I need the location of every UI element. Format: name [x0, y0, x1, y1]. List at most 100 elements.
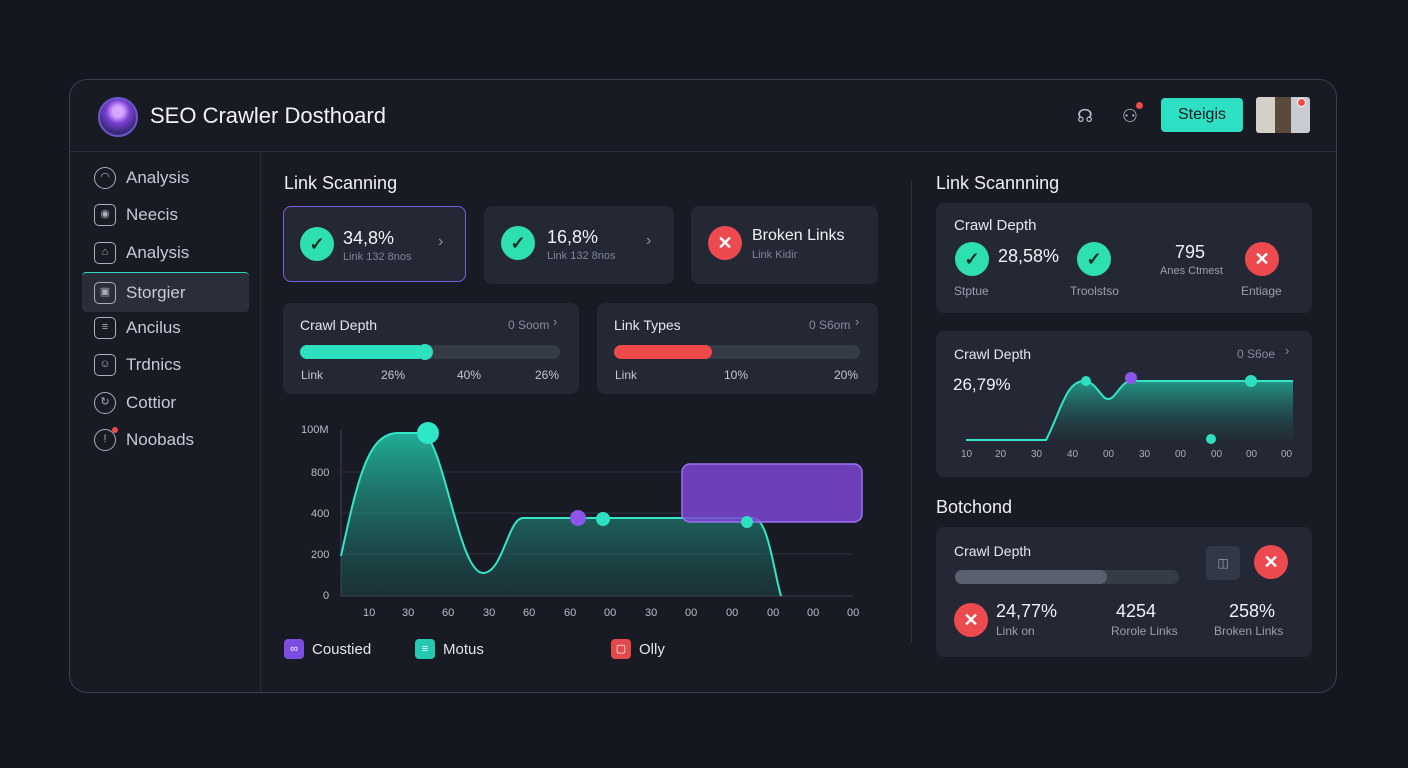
page-title: SEO Crawler Dosthoard: [150, 103, 386, 128]
depth-line: [966, 379, 1293, 441]
storage-icon: ▣: [94, 281, 116, 304]
settings-button[interactable]: Steigis: [1161, 98, 1243, 132]
legend-item-olly[interactable]: ▢ Olly: [611, 639, 665, 659]
section-title-link-scanning: Link Scanning: [284, 173, 398, 193]
data-point[interactable]: [570, 510, 586, 526]
data-point[interactable]: [1081, 376, 1091, 386]
alert-icon: !: [94, 427, 118, 451]
depth-value: 26,79%: [953, 375, 1011, 394]
stop-icon: ▢: [611, 639, 631, 659]
summary-label: Stptue: [954, 284, 989, 298]
data-point[interactable]: [1125, 372, 1137, 384]
stat-sub: Link 132 8nos: [547, 250, 616, 262]
data-point[interactable]: [417, 422, 439, 444]
card-title: Crawl Depth: [300, 317, 378, 333]
bar-label: 20%: [834, 368, 859, 382]
sidebar-item-label: Neecis: [126, 205, 178, 224]
chevron-right-icon: ›: [1285, 343, 1290, 358]
stat-value: Broken Links: [752, 227, 845, 244]
user-notification-icon[interactable]: ⚇: [1119, 102, 1143, 127]
card-title: Link Types: [614, 317, 681, 333]
progress-fill: [300, 345, 425, 359]
sidebar-item-analysis[interactable]: ◠ Analysis: [82, 161, 249, 195]
home-icon: ⌂: [94, 242, 116, 264]
check-icon: ✓: [1077, 242, 1111, 276]
chat-icon[interactable]: ☊: [1077, 106, 1093, 126]
check-icon: ✓: [300, 227, 334, 261]
sidebar-item-storgier[interactable]: ▣ Storgier: [82, 272, 249, 312]
crawl-area-chart: 100M 800 400 200 0 10 30 60 30 60 60 00 …: [301, 422, 863, 619]
bottom-stat-value: 4254: [1116, 601, 1157, 621]
expand-icon[interactable]: ◫: [1206, 546, 1240, 580]
data-point[interactable]: [741, 516, 753, 528]
section-title-link-scannning: Link Scannning: [936, 173, 1060, 193]
legend-item-motus[interactable]: ≡ Motus: [415, 639, 484, 659]
sidebar-item-noobads[interactable]: ! Noobads: [82, 423, 249, 457]
document-icon: ≡: [94, 317, 116, 339]
data-point[interactable]: [1206, 434, 1216, 444]
bottom-stat-label: Rorole Links: [1111, 624, 1178, 638]
sidebar-item-analysis-2[interactable]: ⌂ Analysis: [82, 236, 249, 270]
stat-card-broken-links[interactable]: ✕ Broken Links Link Kidir: [691, 206, 878, 284]
depth-area-fill: [1046, 381, 1293, 440]
check-icon: ✓: [955, 242, 989, 276]
selection-overlay[interactable]: [681, 463, 863, 523]
x-tick: 00: [1175, 449, 1187, 460]
stat-sub: Link Kidir: [752, 249, 798, 261]
legend-label: Olly: [639, 640, 665, 658]
data-point[interactable]: [596, 512, 610, 526]
data-point[interactable]: [1245, 375, 1257, 387]
stat-card-2[interactable]: ✓ 16,8% Link 132 8nos ›: [484, 206, 674, 284]
legend-item-coustied[interactable]: ∞ Coustied: [284, 639, 371, 659]
crawl-depth-line-card: Crawl Depth 0 S6oe › 26,79% 10 20 30 40 …: [936, 331, 1312, 477]
summary-value: 795: [1175, 242, 1206, 262]
sidebar-item-cottior[interactable]: ↻ Cottior: [82, 386, 249, 420]
bottom-stat-label: Link on: [996, 624, 1035, 638]
bottom-stat-value: 24,77%: [996, 601, 1058, 621]
dashboard-window: SEO Crawler Dosthoard ☊ ⚇ Steigis ◠ Analy…: [69, 79, 1337, 693]
link-icon: ∞: [284, 639, 304, 659]
crawl-depth-summary-card: Crawl Depth ✓ 28,58% Stptue ✓ Troolstso …: [936, 203, 1312, 313]
sidebar-item-ancilus[interactable]: ≡ Ancilus: [82, 311, 249, 345]
chevron-right-icon: ›: [855, 314, 860, 329]
stat-value: 34,8%: [343, 228, 395, 248]
x-tick: 00: [604, 607, 616, 619]
x-tick: 00: [1211, 449, 1223, 460]
sidebar: ◠ Analysis ◉ Neecis ⌂ Analysis ▣ Storgier ≡ A…: [70, 152, 261, 692]
sidebar-item-label: Trdnics: [126, 355, 182, 374]
close-icon[interactable]: ✕: [1254, 545, 1288, 579]
summary-value: 28,58%: [998, 246, 1060, 266]
bar-label: Link: [301, 368, 324, 382]
gauge-icon: ◠: [94, 167, 116, 189]
bar-label: 26%: [381, 368, 406, 382]
chevron-right-icon: ›: [553, 314, 558, 329]
sidebar-item-neecis[interactable]: ◉ Neecis: [82, 198, 249, 232]
user-icon: ☺: [94, 354, 116, 376]
bottom-stat-label: Broken Links: [1214, 624, 1284, 638]
sidebar-item-label: Storgier: [126, 282, 186, 302]
summary-label: Anes Ctmest: [1160, 265, 1223, 277]
card-meta: 0 S6om: [809, 318, 851, 332]
bar-label: Link: [615, 368, 638, 382]
progress-handle[interactable]: [416, 344, 433, 360]
x-tick: 00: [1103, 449, 1115, 460]
sidebar-item-label: Analysis: [126, 243, 190, 262]
bar-label: 26%: [535, 368, 560, 382]
stat-value: 16,8%: [547, 227, 599, 247]
card-title: Crawl Depth: [954, 217, 1037, 234]
section-title-botchond: Botchond: [936, 497, 1013, 517]
y-tick: 400: [311, 508, 329, 520]
logo-avatar: [98, 97, 138, 137]
sidebar-item-trdnics[interactable]: ☺ Trdnics: [82, 348, 249, 382]
card-meta: 0 S6oe: [1237, 347, 1276, 361]
legend-label: Motus: [443, 640, 484, 658]
notification-dot: [1136, 102, 1143, 109]
legend-label: Coustied: [312, 640, 372, 658]
y-tick: 800: [311, 467, 329, 479]
profile-avatar[interactable]: [1256, 97, 1310, 133]
error-x-icon: ✕: [954, 603, 988, 637]
x-tick: 60: [442, 607, 454, 619]
camera-icon: ◉: [94, 204, 116, 226]
stat-card-1[interactable]: ✓ 34,8% Link 132 8nos ›: [283, 206, 466, 282]
card-title: Crawl Depth: [954, 543, 1032, 559]
